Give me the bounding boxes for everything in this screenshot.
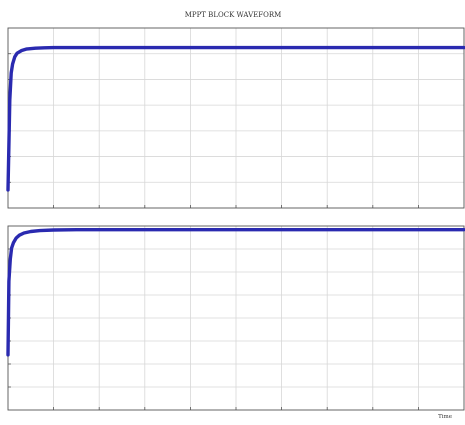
x-axis-label: Time <box>438 414 452 420</box>
chart-title: MPPT BLOCK WAVEFORM <box>185 11 282 19</box>
series-line-2 <box>6 227 465 357</box>
series-line-1 <box>6 45 465 192</box>
